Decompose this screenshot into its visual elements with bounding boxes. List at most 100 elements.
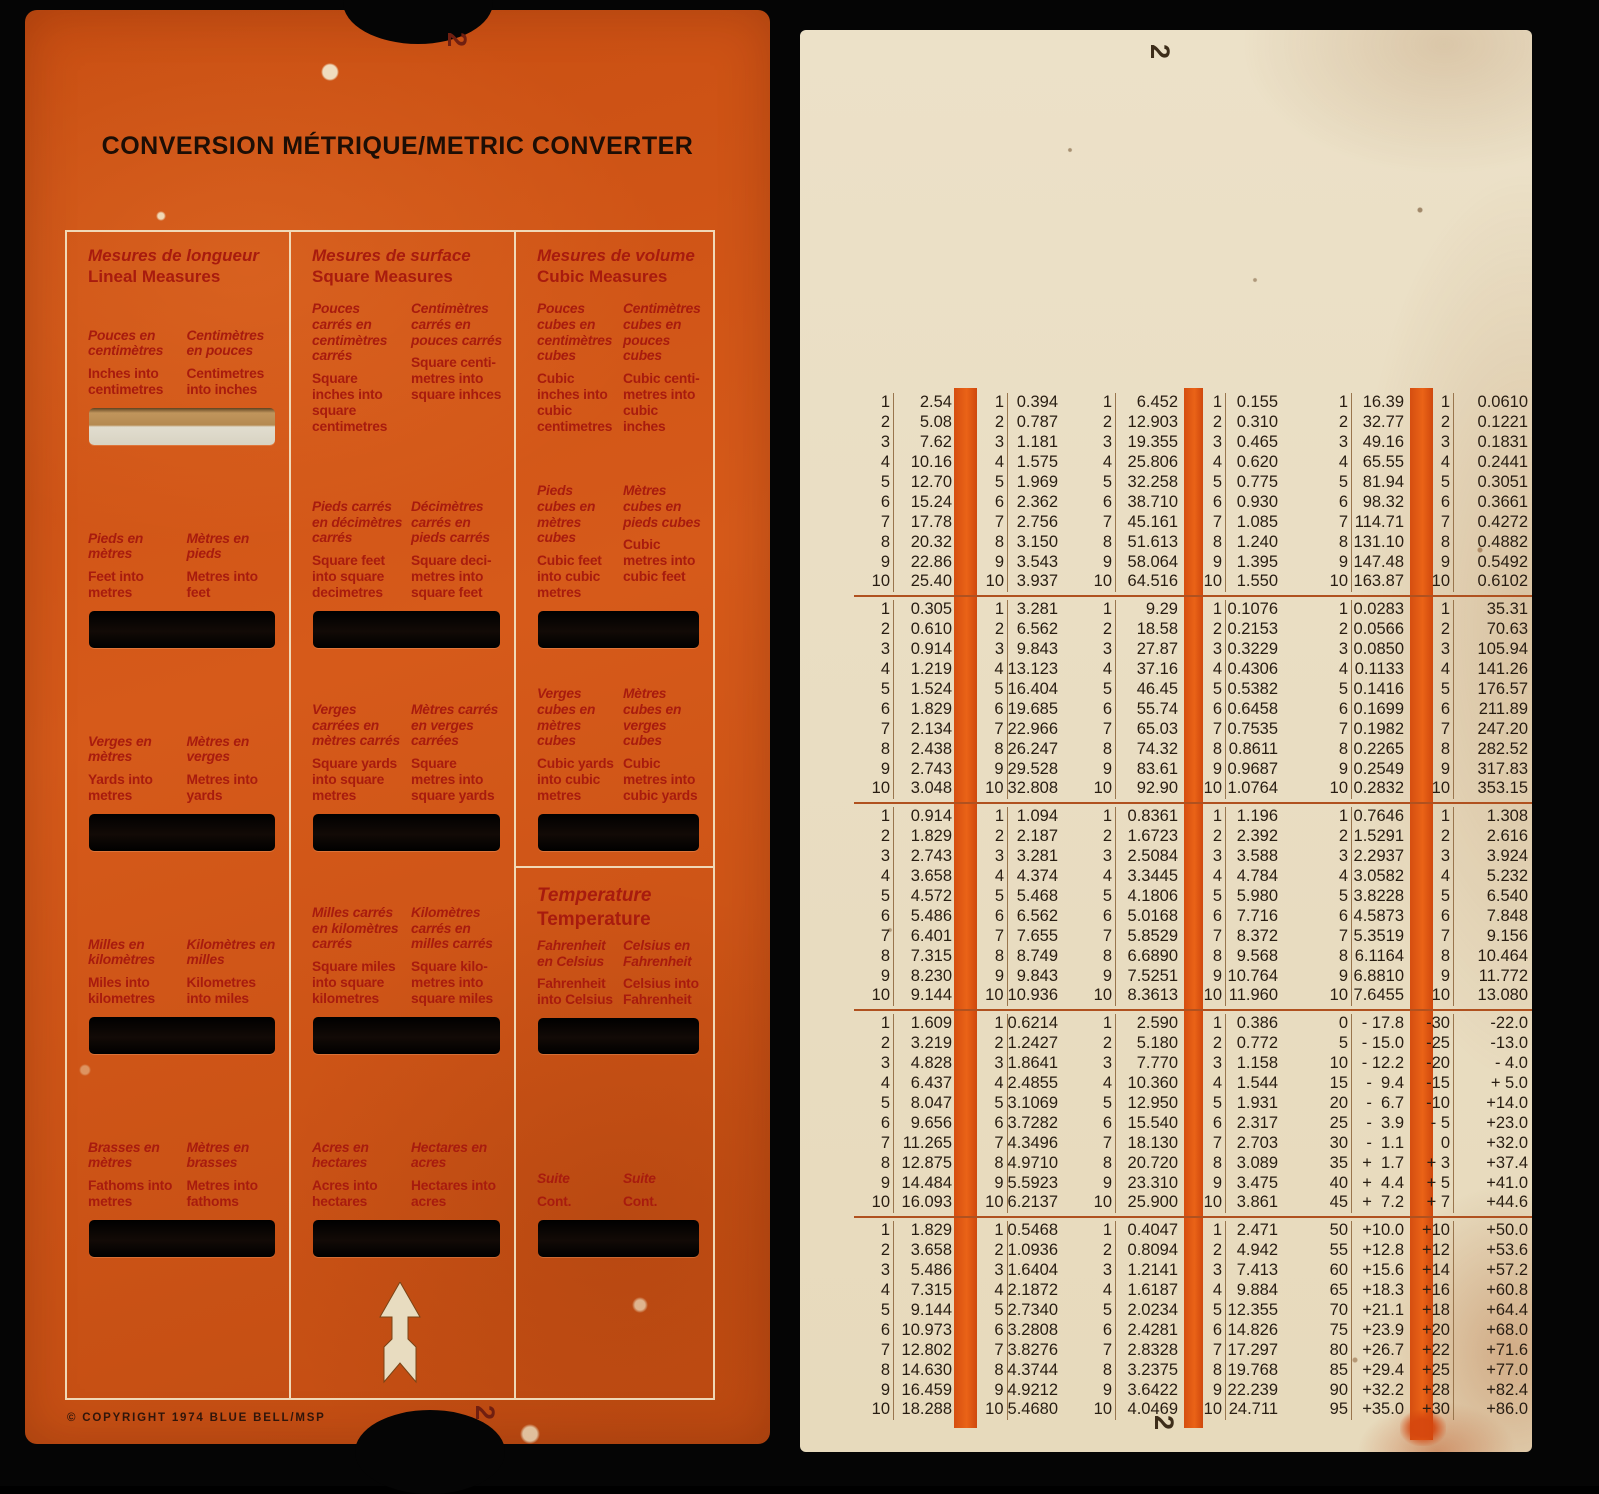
row-value: +35.0 [1351, 1400, 1404, 1420]
row-value: 6.1164 [1351, 946, 1404, 967]
table-row: 4 7.315 [860, 1280, 952, 1301]
row-value: 2.8328 [1115, 1340, 1178, 1361]
row-multiplier: 1 [880, 393, 890, 412]
row-value: 3.219 [893, 1033, 952, 1054]
row-value: 0.1831 [1453, 432, 1528, 453]
row-multiplier: 8 [994, 946, 1004, 965]
row-value: 1.931 [1225, 1093, 1278, 1114]
row-value: 0.775 [1225, 472, 1278, 493]
table-row: 1 3.281 [982, 600, 1058, 620]
row-value: 70.63 [1453, 619, 1528, 640]
number-column-1: 1 1.829 2 3.658 3 5.486 4 7.315 5 9.144 6 10.973 7 12… [860, 1221, 952, 1420]
row-value: 12.903 [1115, 412, 1178, 433]
column-header-fr: Mesures de volume [537, 246, 695, 265]
conversion-pair-left: Pouces en centimètres Inches into centime… [88, 328, 179, 398]
row-multiplier: 7 [880, 719, 890, 738]
table-row: 3 0.3229 [1202, 639, 1278, 660]
conversion-pair-right: Mètres cubes en pieds cubes Cubic metres … [623, 483, 701, 601]
row-multiplier: 2 [1102, 1241, 1112, 1260]
row-multiplier: 7 [1338, 926, 1348, 945]
table-row: 10 18.288 [860, 1400, 952, 1420]
row-multiplier: 10 [985, 1400, 1004, 1419]
label-en: Metres into feet [186, 569, 259, 600]
row-multiplier: 9 [994, 759, 1004, 778]
row-value: +37.4 [1453, 1153, 1528, 1174]
table-row: 5 16.404 [982, 679, 1058, 700]
row-multiplier: - 5 [1430, 1113, 1450, 1132]
row-value: 5.980 [1225, 886, 1278, 907]
section-title-fr: Temperature [537, 885, 652, 906]
table-row: 5- 15.0 [1290, 1033, 1404, 1054]
table-row: 9 0.5492 [1420, 552, 1528, 573]
table-row: -20- 4.0 [1420, 1053, 1528, 1074]
table-row: 1 0.155 [1202, 393, 1278, 413]
row-multiplier: 9 [880, 1380, 890, 1399]
row-multiplier: 8 [1440, 739, 1450, 758]
row-value: 0.4882 [1453, 532, 1528, 553]
row-multiplier: 5 [1102, 1301, 1112, 1319]
row-multiplier: 3 [1102, 640, 1112, 659]
row-value: 7.5251 [1115, 966, 1178, 987]
row-value: 0.8361 [1115, 807, 1178, 827]
table-row: 3 1.2141 [1066, 1260, 1178, 1281]
conversion-pair-left: Brasses en mètres Fathoms into metres [88, 1140, 179, 1210]
row-value: 14.826 [1225, 1320, 1278, 1341]
row-value: 4.1806 [1115, 886, 1178, 907]
table-row: 3 49.16 [1290, 432, 1404, 453]
row-value: 11.960 [1225, 986, 1278, 1006]
row-value: 0.1699 [1351, 699, 1404, 720]
table-row: 3 3.281 [982, 846, 1058, 867]
row-value: 3.0582 [1351, 866, 1404, 887]
conversion-cell: Verges cubes en mètres cubes Cubic yards … [516, 663, 713, 866]
table-row: 10 0.6102 [1420, 572, 1528, 592]
table-row: 7 17.78 [860, 512, 952, 533]
row-value: 2.4281 [1115, 1320, 1178, 1341]
row-multiplier: 6 [994, 906, 1004, 925]
row-value: 5.486 [893, 1260, 952, 1281]
row-multiplier: 1 [994, 600, 1004, 619]
row-value: 12.875 [893, 1153, 952, 1174]
row-value: 55.74 [1115, 699, 1178, 720]
row-value: 16.459 [893, 1380, 952, 1401]
conversion-pair-right: Centimètres carrés en pouces carrés Squar… [411, 301, 502, 435]
label-en: Square feet into square decimetres [312, 553, 385, 600]
table-row: 20- 6.7 [1290, 1093, 1404, 1114]
row-multiplier: 9 [880, 966, 890, 985]
row-value: 0.7535 [1225, 719, 1278, 740]
table-row: 5 2.0234 [1066, 1300, 1178, 1321]
row-multiplier: 8 [1338, 946, 1348, 965]
row-value: 0.610 [893, 619, 952, 640]
row-value: 3.8276 [1006, 1340, 1058, 1361]
row-value: 2.2937 [1351, 846, 1404, 867]
table-row: -10 +14.0 [1420, 1093, 1528, 1114]
conversion-cell: Verges en mètres Yards into metres Mètres … [67, 663, 289, 866]
row-value: 2.616 [1453, 826, 1528, 847]
table-row: 2 2.392 [1202, 826, 1278, 847]
table-row: 10- 12.2 [1290, 1053, 1404, 1074]
number-column-4: 1 0.1076 2 0.2153 3 0.3229 4 0.4306 5 0.5382 6 0.64… [1202, 600, 1278, 799]
table-row: 10 92.90 [1066, 779, 1178, 799]
column-header-fr: Mesures de longueur [88, 246, 259, 265]
table-row: 1 1.308 [1420, 807, 1528, 827]
row-multiplier: 6 [1212, 1320, 1222, 1339]
row-multiplier: 9 [994, 1380, 1004, 1399]
row-multiplier: 6 [880, 906, 890, 925]
row-value: 9.144 [893, 1300, 952, 1321]
table-row: 3 0.1831 [1420, 432, 1528, 453]
row-value: 1.969 [1007, 472, 1058, 493]
row-value: 2.134 [893, 719, 952, 740]
label-en: Cubic feet into cubic metres [537, 553, 602, 600]
row-value: 3.6422 [1115, 1380, 1178, 1401]
slide-window-closed [538, 1018, 699, 1054]
row-multiplier: 7 [994, 926, 1004, 945]
table-row: 7 114.71 [1290, 512, 1404, 533]
table-row: 7 12.802 [860, 1340, 952, 1361]
table-row: 6 98.32 [1290, 492, 1404, 513]
row-value: +21.1 [1351, 1300, 1404, 1321]
row-value: 7.848 [1453, 906, 1528, 927]
row-value: 0.3661 [1453, 492, 1528, 513]
table-row: 3 19.355 [1066, 432, 1178, 453]
table-row: 10 25.40 [860, 572, 952, 592]
label-fr: Kilomètres en milles [186, 936, 276, 968]
row-value: 45.161 [1115, 512, 1178, 533]
